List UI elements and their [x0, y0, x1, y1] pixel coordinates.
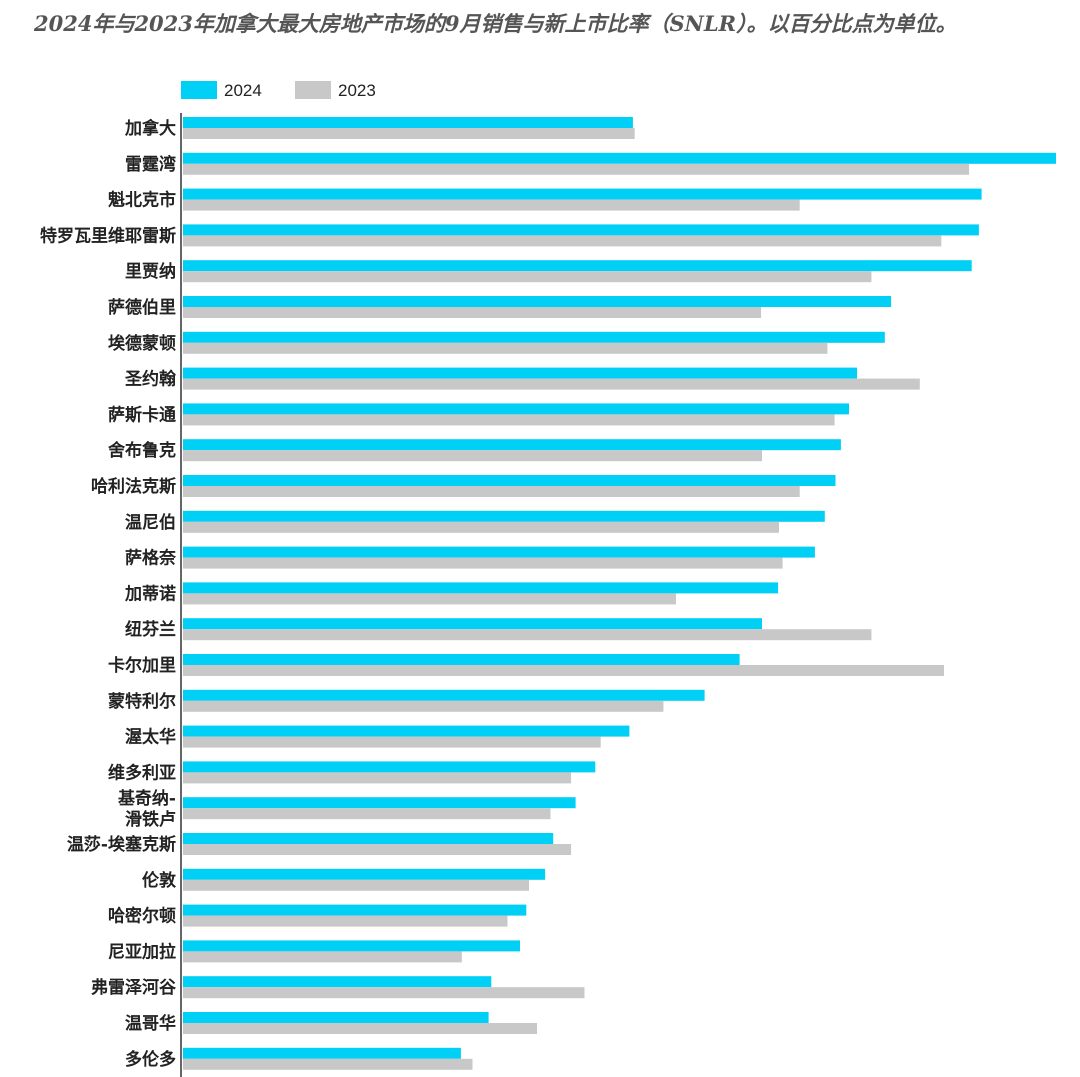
bar-2024-7	[183, 367, 857, 379]
category-label: 魁北克市	[108, 190, 176, 211]
bar-2024-24	[183, 976, 492, 988]
category-label: 舍布鲁克	[108, 440, 176, 461]
bar-2023-4	[183, 271, 872, 283]
bar-2024-21	[183, 868, 546, 880]
category-label: 里贾纳	[125, 261, 176, 282]
category-label: 尼亚加拉	[108, 941, 176, 962]
bar-2024-19	[183, 797, 576, 809]
category-label: 弗雷泽河谷	[91, 977, 177, 998]
bar-2024-3	[183, 224, 979, 236]
category-label: 萨德伯里	[108, 297, 176, 318]
bar-2024-8	[183, 403, 849, 415]
category-label: 基奇纳-滑铁卢	[117, 788, 176, 830]
bar-2024-20	[183, 833, 554, 844]
bar-2024-13	[183, 582, 779, 594]
category-label: 萨斯卡通	[108, 404, 176, 425]
category-label: 哈利法克斯	[91, 476, 176, 497]
category-label: 加拿大	[124, 118, 176, 139]
category-label: 埃德蒙顿	[108, 333, 176, 354]
bar-2023-23	[183, 951, 462, 963]
bar-2024-11	[183, 510, 825, 522]
bar-2023-14	[183, 629, 872, 641]
category-label: 维多利亚	[108, 762, 176, 783]
bar-2023-15	[183, 665, 944, 676]
legend: 2024 2023	[181, 81, 376, 100]
bar-2023-0	[183, 128, 635, 139]
bar-2024-15	[183, 654, 740, 665]
bar-2023-18	[183, 772, 572, 784]
category-labels: 加拿大雷霆湾魁北克市特罗瓦里维耶雷斯里贾纳萨德伯里埃德蒙顿圣约翰萨斯卡通舍布鲁克…	[40, 118, 177, 1070]
bar-2024-26	[183, 1047, 461, 1059]
legend-swatch-2024	[181, 81, 217, 99]
bar-2023-8	[183, 414, 835, 426]
category-label: 渥太华	[125, 727, 176, 748]
legend-swatch-2023	[295, 81, 331, 99]
legend-label-2023: 2023	[338, 81, 376, 100]
bar-2024-4	[183, 260, 972, 272]
bars	[183, 117, 1056, 1070]
bar-2024-12	[183, 546, 815, 558]
bar-2023-5	[183, 307, 762, 318]
category-label: 雷霆湾	[125, 154, 176, 175]
category-label: 温莎-埃塞克斯	[67, 834, 176, 855]
bar-2023-24	[183, 987, 585, 999]
category-label: 多伦多	[125, 1049, 176, 1070]
category-label: 卡尔加里	[108, 655, 176, 676]
bar-2024-18	[183, 761, 596, 773]
legend-label-2024: 2024	[224, 81, 262, 100]
bar-2024-23	[183, 940, 520, 952]
bar-2023-1	[183, 163, 970, 175]
bar-2023-10	[183, 486, 800, 497]
chart-title: 2024年与2023年加拿大最大房地产市场的9月销售与新上市比率（SNLR）。以…	[34, 11, 957, 36]
category-label: 特罗瓦里维耶雷斯	[40, 225, 176, 246]
category-label: 蒙特利尔	[108, 691, 176, 712]
bar-2024-17	[183, 725, 630, 737]
bar-2023-6	[183, 342, 828, 354]
bar-2024-1	[183, 152, 1056, 164]
bar-2023-21	[183, 879, 529, 891]
bar-2024-22	[183, 904, 527, 916]
bar-2024-16	[183, 689, 705, 701]
bar-2023-3	[183, 235, 942, 247]
category-label: 加蒂诺	[124, 583, 176, 604]
bar-2024-5	[183, 296, 892, 307]
bar-2023-2	[183, 199, 800, 211]
category-label: 萨格奈	[125, 548, 177, 569]
category-label: 圣约翰	[125, 369, 176, 390]
bar-2024-25	[183, 1012, 489, 1023]
bar-2024-2	[183, 188, 982, 200]
category-label: 哈密尔顿	[108, 906, 176, 927]
bar-2023-12	[183, 557, 783, 569]
bar-2023-9	[183, 450, 762, 462]
bar-2024-10	[183, 475, 836, 486]
bar-2023-20	[183, 844, 572, 855]
bar-2023-17	[183, 736, 601, 748]
bar-2023-19	[183, 808, 551, 820]
bar-2023-13	[183, 593, 676, 605]
bar-2024-14	[183, 618, 762, 630]
bar-2023-26	[183, 1058, 473, 1070]
bar-2023-11	[183, 521, 779, 533]
bar-2023-25	[183, 1023, 537, 1034]
category-label: 纽芬兰	[125, 619, 176, 640]
bar-2024-0	[183, 117, 633, 128]
category-label: 温哥华	[125, 1013, 176, 1034]
category-label: 伦敦	[142, 870, 177, 891]
bar-2024-6	[183, 331, 885, 343]
bar-2023-16	[183, 700, 664, 712]
bar-2024-9	[183, 439, 841, 451]
category-label: 温尼伯	[125, 512, 176, 533]
bar-2023-7	[183, 378, 920, 390]
bar-2023-22	[183, 915, 508, 927]
